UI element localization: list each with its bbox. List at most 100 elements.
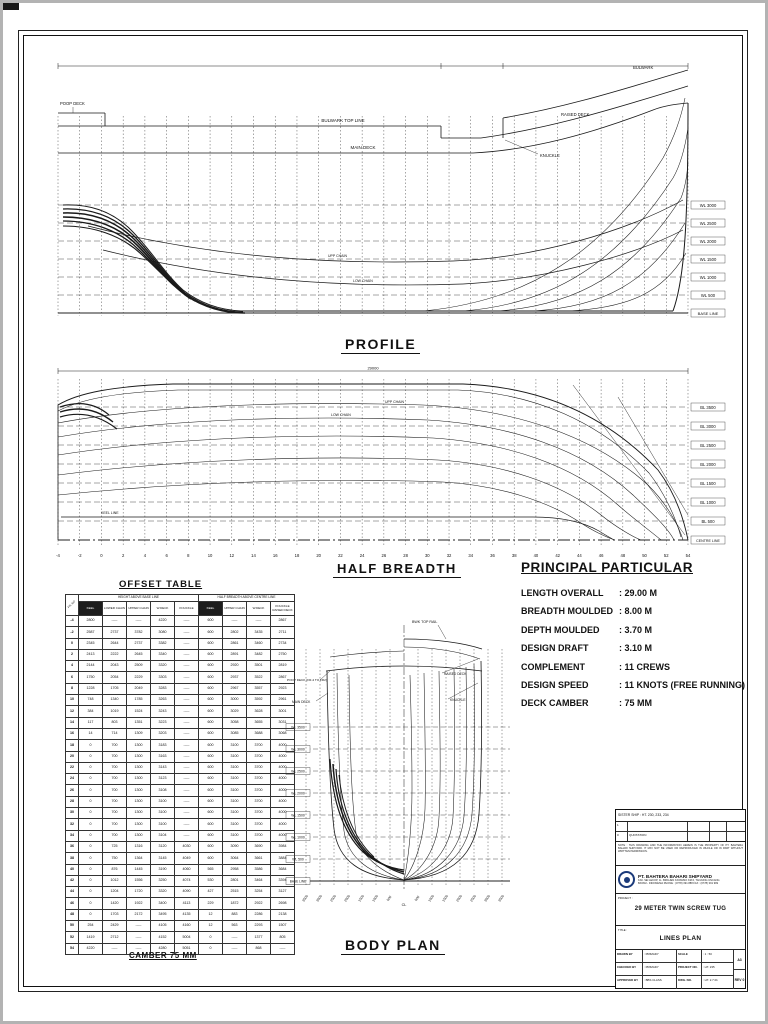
offset-value: 1750 [78,671,103,684]
offset-value: 229 [198,897,223,910]
offset-value: ----- [174,818,199,831]
offset-value: 4135 [174,908,199,922]
station-number: 8 [187,553,190,558]
revision-cell [710,822,727,831]
buttock-label-box [690,516,726,526]
station-number: 48 [620,553,625,558]
station-number: 30 [425,553,430,558]
half-breadth-title: HALF BREADTH [333,561,461,578]
particular-label: DESIGN SPEED [521,679,589,690]
field-value: : HT. 2.7.01 [703,977,718,982]
keel-line-label: KEEL LINE [101,511,119,515]
offset-value: 0 [78,739,103,752]
offset-value: 600 [198,784,223,797]
cl-label: CL [402,903,407,907]
offset-value: 3320 [150,660,175,673]
offset-value: 3085 [222,727,247,741]
particular-value: : 75 MM [619,698,653,709]
buttock-offset: 1500 [441,894,449,903]
offset-value: 0 [78,863,103,876]
frame-number: 8 [65,682,79,696]
offset-value: 600 [198,637,223,650]
offset-value: 2345 [78,637,103,650]
offset-value: 1300 [126,784,151,797]
particular-row: DECK CAMBER: 75 MM [521,698,749,709]
revision-row: 0 QUOTATION [616,832,745,841]
offset-value: ----- [174,705,199,718]
station-number: -4 [56,553,60,558]
offset-value: 3700 [246,773,271,786]
offset-value: 1419 [78,931,103,944]
offset-value: 2054 [102,671,127,684]
buttock-offset: 3000 [483,894,491,903]
offset-value: 3655 [246,716,271,729]
column-header: KNUCKLE RAISED DECK [270,601,295,616]
offset-value: 748 [78,694,103,707]
frame-number: 10 [65,694,79,707]
offset-value: 1228 [78,682,103,696]
offset-value: 3464 [246,874,271,888]
offset-row: 12 384 1019 1524 3243 ----- 600 3029 3628 3001 [65,705,295,718]
offset-value: 2737 [102,626,127,639]
offset-value: 3690 [246,840,271,854]
offset-row: 50 254 2429 ----- 4105 4160 12 563 2293 1507 [65,920,295,933]
sheet-rev: REV 0 [734,977,745,982]
knuckle-label: KNUCKLE [450,698,466,702]
offset-value: 2644 [102,637,127,650]
station-number: 36 [490,553,495,558]
station-number: 22 [338,553,343,558]
offset-value: 3400 [150,897,175,910]
offset-value: 3100 [222,807,247,820]
offset-value: 700 [102,818,127,831]
drawing-notes: NOTE : THIS DRAWING AND THE INFORMATION … [616,842,745,866]
offset-value: ----- [174,807,199,820]
offset-value: 4000 [270,761,295,775]
raised-deck-label: RAISED DECK [561,112,590,117]
offset-value: 600 [198,671,223,684]
offset-value: 700 [102,829,127,842]
offset-value: 3495 [150,908,175,922]
profile-text-labels: BULWARK TOP LINE MAIN DECK POOP DECK RAI… [60,65,653,283]
frame-number: 0 [65,637,79,650]
offset-value: 3522 [246,671,271,684]
offset-row: 32 0 700 1300 3100 ----- 600 3100 3700 4000 [65,818,295,831]
offset-value: 0 [78,886,103,899]
company-logo [618,871,635,888]
offset-value: 2922 [246,897,271,910]
bulwark-label: BULWARK [633,65,653,70]
offset-value: 1377 [246,931,271,944]
offset-value: 3482 [246,648,271,662]
offset-value: 4160 [174,920,199,933]
waterline-label: WL 3000 [291,748,305,752]
offset-value: 2229 [126,671,151,684]
drawing-border-inner [23,35,743,987]
bulwark-top-line [58,125,481,139]
field-value: : PRIMADY [643,963,677,975]
offset-value: 1922 [126,897,151,910]
bulwark-right-line [502,69,689,138]
offset-value: 803 [102,716,127,729]
offset-value: 2737 [126,637,151,650]
offset-value: 2819 [270,660,295,673]
offset-value: 3145 [150,852,175,865]
offset-value: 3100 [150,818,175,831]
group-header: HALF BREADTH ABOVE CENTRE LINE [198,594,295,602]
offset-value: 600 [198,648,223,662]
offset-value: ----- [174,739,199,752]
offset-value: 4152 [150,931,175,944]
offset-value: 1872 [222,897,247,910]
offset-value: 4000 [270,773,295,786]
offset-value: ----- [126,920,151,933]
revision-cell [727,822,743,831]
offset-row: 48 0 1703 2172 3495 4135 12 883 2286 2138 [65,908,295,922]
offset-value: 1300 [126,807,151,820]
offset-value: 3163 [150,750,175,763]
waterline-label-box [690,236,726,246]
stem-line [672,102,689,312]
raised-deck-label: RAISED DECK [444,672,467,676]
offset-value: 0 [78,761,103,775]
buttock-offset: 3500 [497,894,505,903]
column-header: KEEL [198,601,223,616]
offset-value: 3190 [150,863,175,876]
offset-value: 3700 [246,829,271,842]
